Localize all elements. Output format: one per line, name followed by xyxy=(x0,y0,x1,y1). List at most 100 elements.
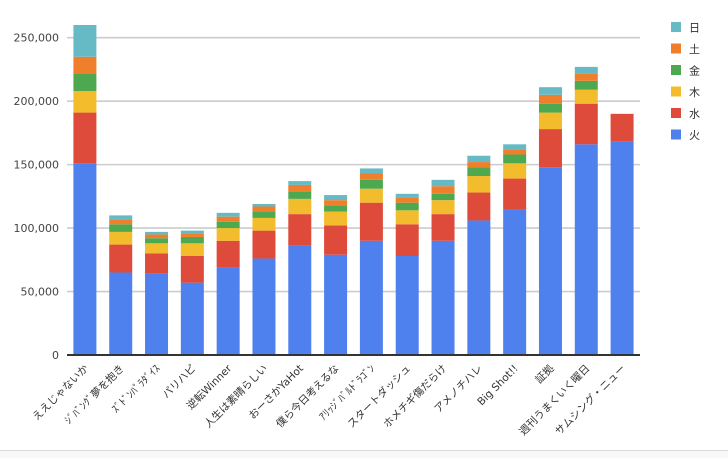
bar-segment-2-0 xyxy=(73,91,97,113)
bar-segment-1-12 xyxy=(503,178,527,210)
x-tick-label: 証拠 xyxy=(533,362,557,386)
bar-segment-3-14 xyxy=(574,80,598,90)
bar-segment-3-3 xyxy=(180,236,204,244)
legend-swatch-1 xyxy=(671,108,681,118)
bar-segment-0-0 xyxy=(73,163,97,355)
bar-segment-4-0 xyxy=(73,56,97,74)
bar-segment-3-4 xyxy=(216,221,240,229)
bar-segment-5-0 xyxy=(73,25,97,57)
bar-segment-3-5 xyxy=(252,211,276,218)
y-tick-label: 50,000 xyxy=(21,286,60,299)
bar-segment-1-4 xyxy=(216,240,240,268)
bar-segment-4-1 xyxy=(109,219,133,225)
bar-segment-1-5 xyxy=(252,230,276,259)
legend-swatch-2 xyxy=(671,86,681,97)
bar-segment-0-1 xyxy=(109,272,133,355)
bar-segment-4-13 xyxy=(538,94,562,104)
legend-label-1: 水 xyxy=(689,108,700,121)
bar-segment-3-11 xyxy=(467,167,491,177)
bar-segment-0-10 xyxy=(431,240,455,355)
bar-segment-0-6 xyxy=(288,245,312,355)
bar-segment-3-9 xyxy=(395,202,419,211)
bar-segment-3-10 xyxy=(431,193,455,201)
legend-swatch-4 xyxy=(671,43,681,54)
legend-swatch-3 xyxy=(671,65,681,75)
bar-segment-0-12 xyxy=(503,209,527,355)
bar-segment-1-13 xyxy=(538,129,562,168)
bar-segment-4-3 xyxy=(180,233,204,237)
bar-segment-2-9 xyxy=(395,210,419,225)
bar-segment-2-13 xyxy=(538,112,562,130)
bar-segment-0-15 xyxy=(610,141,634,355)
bar-segment-5-1 xyxy=(109,215,133,220)
bar-segment-2-8 xyxy=(359,188,383,203)
bar-segment-5-9 xyxy=(395,193,419,198)
bar-segment-5-13 xyxy=(538,87,562,95)
bar-segment-5-11 xyxy=(467,155,491,163)
bar-segment-3-13 xyxy=(538,103,562,113)
bar-segment-4-2 xyxy=(145,234,169,239)
bar-segment-0-4 xyxy=(216,267,240,355)
bar-segment-3-6 xyxy=(288,191,312,199)
bar-segment-5-4 xyxy=(216,212,240,217)
sheet-footer-strip xyxy=(0,450,728,458)
bar-segment-2-11 xyxy=(467,176,491,193)
legend-label-3: 金 xyxy=(689,64,700,78)
legend-label-5: 日 xyxy=(689,22,700,35)
y-tick-label: 0 xyxy=(52,349,59,362)
bar-segment-2-1 xyxy=(109,231,133,245)
bar-segment-1-9 xyxy=(395,224,419,256)
bar-segment-1-0 xyxy=(73,112,97,164)
bar-segment-5-14 xyxy=(574,66,598,74)
legend-label-0: 火 xyxy=(689,129,700,142)
bar-segment-4-7 xyxy=(324,200,348,206)
bar-segment-1-1 xyxy=(109,244,133,273)
x-tick-label: スタートダッシュ xyxy=(345,362,414,431)
bar-segment-2-2 xyxy=(145,243,169,254)
bar-segment-2-10 xyxy=(431,200,455,215)
bar-segment-4-11 xyxy=(467,162,491,168)
bar-segment-3-0 xyxy=(73,73,97,91)
bar-segment-0-8 xyxy=(359,240,383,355)
bar-segment-2-5 xyxy=(252,217,276,231)
legend-swatch-5 xyxy=(671,22,681,32)
bar-segment-5-3 xyxy=(180,230,204,234)
bar-segment-2-3 xyxy=(180,243,204,256)
bar-segment-4-8 xyxy=(359,173,383,180)
legend-label-4: 土 xyxy=(689,43,700,56)
y-tick-label: 150,000 xyxy=(14,159,60,172)
bar-segment-0-9 xyxy=(395,256,419,355)
legend-label-2: 木 xyxy=(689,86,700,99)
x-tick-label: ホメチギ傷だらけ xyxy=(381,362,450,431)
bar-segment-3-12 xyxy=(503,154,527,164)
bar-segment-2-12 xyxy=(503,163,527,179)
bar-segment-4-5 xyxy=(252,206,276,212)
bar-segment-2-6 xyxy=(288,198,312,215)
bar-segment-4-12 xyxy=(503,149,527,155)
bar-segment-4-4 xyxy=(216,216,240,222)
bar-segment-2-7 xyxy=(324,211,348,226)
bar-segment-1-2 xyxy=(145,253,169,274)
legend-swatch-0 xyxy=(671,129,681,140)
bar-segment-1-11 xyxy=(467,192,491,221)
bar-segment-1-8 xyxy=(359,202,383,241)
bar-segment-1-6 xyxy=(288,214,312,246)
bar-segment-3-2 xyxy=(145,238,169,244)
bar-segment-1-10 xyxy=(431,214,455,241)
bar-segment-2-4 xyxy=(216,228,240,241)
x-tick-label: ｼﾞﾊﾞﾝｸﾞ夢を抱き xyxy=(62,362,127,427)
bar-segment-5-8 xyxy=(359,168,383,174)
bar-segment-3-8 xyxy=(359,179,383,189)
bar-segment-5-2 xyxy=(145,231,169,235)
bar-segment-3-1 xyxy=(109,224,133,232)
bar-segment-0-13 xyxy=(538,167,562,355)
bar-segment-0-2 xyxy=(145,273,169,355)
x-tick-label: 人生は素晴らしい xyxy=(202,362,271,431)
bar-segment-0-3 xyxy=(180,282,204,355)
bar-segment-0-14 xyxy=(574,144,598,355)
bar-segment-4-6 xyxy=(288,184,312,192)
y-tick-label: 200,000 xyxy=(14,95,60,108)
bar-segment-5-12 xyxy=(503,144,527,150)
